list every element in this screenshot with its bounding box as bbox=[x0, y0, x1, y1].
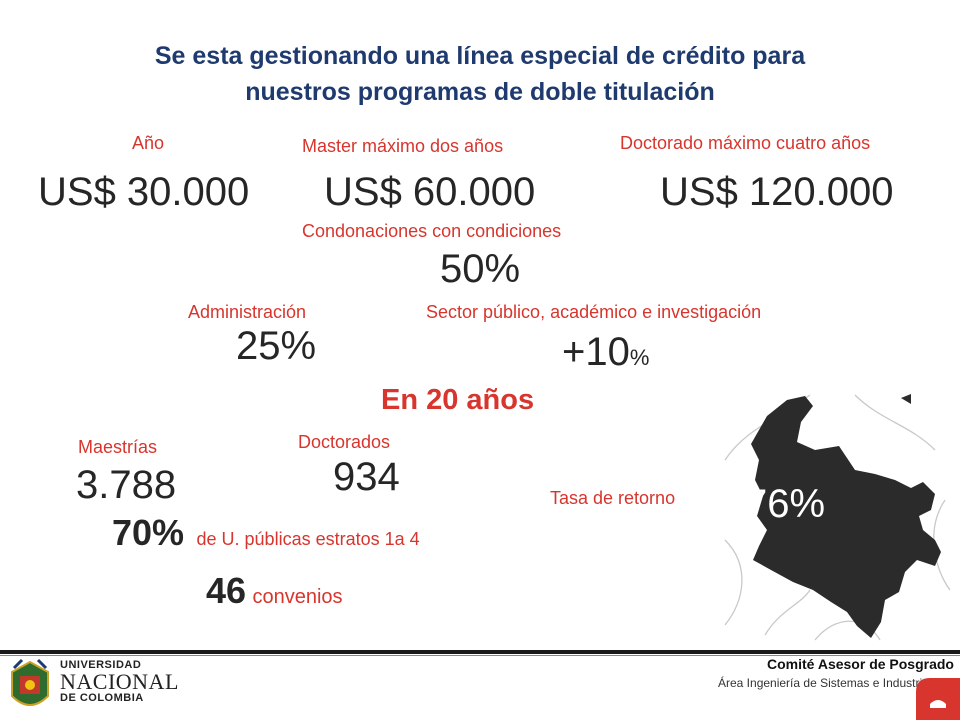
admin-value: 25% bbox=[236, 324, 317, 368]
university-crest-icon bbox=[11, 658, 49, 706]
doctor-value: US$ 120.000 bbox=[660, 170, 894, 214]
admin-label: Administración bbox=[188, 302, 307, 322]
return-rate-label: Tasa de retorno bbox=[550, 488, 676, 508]
sector-unit: % bbox=[629, 345, 650, 370]
doctorates-label: Doctorados bbox=[298, 432, 391, 452]
corner-badge-icon bbox=[916, 678, 960, 720]
area-name: Área Ingeniería de Sistemas e Industrial bbox=[718, 676, 932, 690]
doctor-label: Doctorado máximo cuatro años bbox=[620, 133, 871, 153]
return-rate-value: 76% bbox=[745, 482, 826, 526]
master-value: US$ 60.000 bbox=[324, 170, 536, 214]
footer-divider bbox=[0, 650, 960, 654]
agreements-text: convenios bbox=[252, 586, 343, 608]
condonation-value: 50% bbox=[440, 247, 521, 291]
title-line-1: Se esta gestionando una línea especial d… bbox=[154, 42, 806, 70]
sector-value: +10 bbox=[562, 330, 630, 374]
logo-line-2: NACIONAL bbox=[60, 669, 179, 694]
committee-name: Comité Asesor de Posgrado bbox=[767, 656, 954, 672]
doctorates-value: 934 bbox=[333, 455, 400, 499]
logo-line-3: DE COLOMBIA bbox=[60, 692, 144, 704]
agreements: 46 convenios bbox=[206, 570, 343, 612]
colombia-map-icon bbox=[724, 394, 951, 641]
public-share-value: 70% bbox=[112, 512, 185, 553]
masters-value: 3.788 bbox=[76, 463, 177, 507]
public-share: 70% de U. públicas estratos 1a 4 bbox=[112, 512, 420, 554]
master-label: Master máximo dos años bbox=[302, 136, 504, 156]
public-share-text: de U. públicas estratos 1a 4 bbox=[196, 529, 420, 549]
agreements-value: 46 bbox=[206, 570, 247, 611]
year-label: Año bbox=[132, 133, 165, 153]
title-line-2: nuestros programas de doble titulación bbox=[245, 78, 715, 106]
university-logo-text: UNIVERSIDAD NACIONAL DE COLOMBIA bbox=[60, 660, 179, 704]
logo-line-1: UNIVERSIDAD bbox=[60, 659, 142, 671]
footer-divider-thin bbox=[0, 655, 960, 656]
masters-label: Maestrías bbox=[78, 437, 158, 457]
sector-label: Sector público, académico e investigació… bbox=[426, 302, 762, 322]
page-title: Se esta gestionando una línea especial d… bbox=[0, 38, 960, 110]
sector-value-group: +10% bbox=[562, 330, 649, 375]
year-value: US$ 30.000 bbox=[38, 170, 250, 214]
years-heading: En 20 años bbox=[381, 384, 535, 416]
condonation-label: Condonaciones con condiciones bbox=[302, 221, 562, 241]
